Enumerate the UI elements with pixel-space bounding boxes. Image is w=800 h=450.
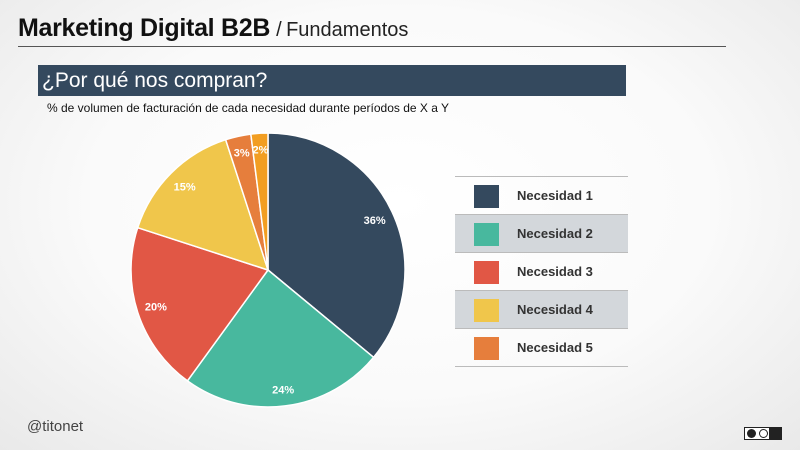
cc-circle-icon: [747, 429, 756, 438]
pie-slice: [249, 132, 269, 271]
legend-swatch: [474, 261, 499, 284]
pie-slice: [130, 226, 270, 382]
cc-by-icon: [744, 427, 782, 440]
slide-title: ¿Por qué nos compran?: [38, 65, 626, 96]
legend-item: Necesidad 4: [455, 291, 628, 329]
legend-label: Necesidad 1: [517, 188, 593, 203]
pie-slice: [136, 138, 270, 272]
legend-swatch: [474, 185, 499, 208]
pie-data-label: 20%: [145, 301, 167, 313]
person-icon: [759, 429, 768, 438]
slide-subtitle: % de volumen de facturación de cada nece…: [47, 101, 450, 115]
legend-swatch: [474, 299, 499, 322]
pie-data-label: 15%: [174, 182, 196, 194]
pie-labels: 36% 24% 20% 15% 3% 2%: [145, 145, 386, 397]
license-bar: [769, 428, 781, 439]
header-separator: /: [276, 19, 282, 41]
pie-slice: [267, 132, 406, 359]
legend-label: Necesidad 2: [517, 226, 593, 241]
legend-label: Necesidad 4: [517, 302, 593, 317]
header-bar: Marketing Digital B2B / Fundamentos: [18, 12, 726, 47]
legend-label: Necesidad 5: [517, 340, 593, 355]
legend-item: Necesidad 5: [455, 329, 628, 367]
author-handle: @titonet: [27, 418, 84, 435]
pie-slice: [186, 268, 375, 408]
pie-data-label: 2%: [252, 145, 268, 157]
legend-swatch: [474, 337, 499, 360]
legend-item: Necesidad 2: [455, 215, 628, 253]
pie-slices: [130, 132, 406, 408]
legend-item: Necesidad 1: [455, 177, 628, 215]
header-section: Fundamentos: [286, 19, 409, 41]
legend: Necesidad 1 Necesidad 2 Necesidad 3 Nece…: [455, 176, 628, 367]
brand-title: Marketing Digital B2B: [18, 14, 271, 42]
legend-swatch: [474, 223, 499, 246]
header-line: Marketing Digital B2B / Fundamentos: [18, 14, 408, 43]
pie-data-label: 3%: [234, 147, 250, 159]
pie-data-label: 36%: [364, 215, 386, 227]
pie-data-label: 24%: [272, 385, 294, 397]
legend-item: Necesidad 3: [455, 253, 628, 291]
legend-label: Necesidad 3: [517, 264, 593, 279]
